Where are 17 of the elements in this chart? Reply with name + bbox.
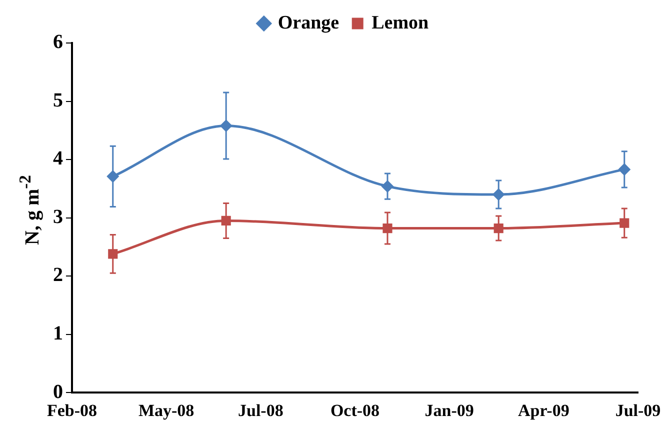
y-tick-label: 2 (53, 264, 63, 286)
x-tick-label: Jul-09 (615, 401, 661, 420)
y-tick-label: 4 (53, 148, 63, 170)
x-tick-label: Oct-08 (330, 401, 380, 420)
x-tick-label: Apr-09 (518, 401, 570, 420)
point (382, 224, 392, 234)
y-tick-label: 3 (53, 206, 63, 228)
y-tick-label: 5 (53, 89, 63, 112)
x-tick-label: Feb-08 (46, 401, 98, 420)
legend-label: Orange (278, 12, 340, 34)
x-tick-label: Jan-09 (424, 401, 474, 420)
y-tick-label: 6 (53, 31, 63, 54)
y-tick-label: 0 (53, 380, 63, 403)
x-tick-label: May-08 (138, 401, 194, 420)
y-tick-label: 1 (53, 322, 63, 345)
x-tick-label: Jul-08 (238, 401, 284, 420)
legend-label: Lemon (372, 12, 430, 34)
